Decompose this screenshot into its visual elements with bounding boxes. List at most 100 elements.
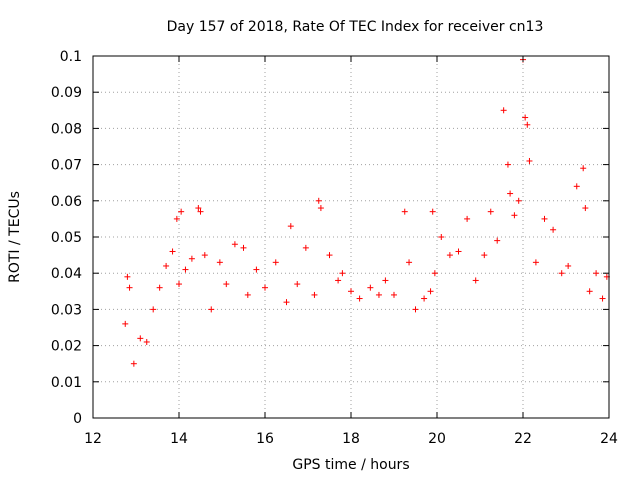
x-tick-label: 16 (256, 431, 274, 447)
data-point (130, 360, 137, 367)
data-point (272, 259, 279, 266)
data-point (122, 320, 129, 327)
data-point (507, 190, 514, 197)
data-point (137, 335, 144, 342)
data-point (582, 205, 589, 212)
data-point (455, 248, 462, 255)
data-point (522, 114, 529, 121)
data-point (311, 291, 318, 298)
data-point (421, 295, 428, 302)
y-tick-label: 0.03 (51, 302, 82, 318)
data-point (427, 288, 434, 295)
data-point (124, 273, 131, 280)
data-point (240, 244, 247, 251)
data-point (169, 248, 176, 255)
y-tick-label: 0.04 (51, 266, 82, 282)
x-axis-label: GPS time / hours (292, 457, 409, 473)
data-point (429, 208, 436, 215)
data-point (302, 244, 309, 251)
data-point (494, 237, 501, 244)
data-point (216, 259, 223, 266)
y-axis: 0 0.01 0.02 0.03 0.04 0.05 0.06 0.07 0.08 0.09 0.1 (51, 49, 609, 427)
data-point (573, 183, 580, 190)
data-point (464, 215, 471, 222)
data-point (231, 241, 238, 248)
data-point (283, 299, 290, 306)
data-point (515, 197, 522, 204)
y-tick-label: 0.1 (60, 49, 82, 65)
data-point (367, 284, 374, 291)
y-tick-label: 0.02 (51, 339, 82, 355)
grid (93, 56, 609, 418)
x-tick-label: 24 (600, 431, 618, 447)
data-point (326, 252, 333, 259)
data-point (406, 259, 413, 266)
data-point (126, 284, 133, 291)
y-tick-label: 0.09 (51, 85, 82, 101)
data-point (208, 306, 215, 313)
data-point (472, 277, 479, 284)
data-point (262, 284, 268, 291)
data-point (287, 223, 294, 230)
y-tick-label: 0.01 (51, 375, 82, 391)
data-point (511, 212, 518, 219)
x-tick-label: 12 (84, 431, 102, 447)
data-point (150, 306, 157, 313)
x-axis: 12 14 16 18 20 22 24 (84, 56, 618, 447)
data-point (599, 295, 606, 302)
data-point (163, 262, 170, 269)
data-point (143, 338, 150, 345)
data-point (253, 266, 260, 273)
data-point (541, 215, 548, 222)
data-point (481, 252, 488, 259)
data-point (586, 288, 593, 295)
data-point (173, 215, 180, 222)
data-point (156, 284, 163, 291)
data-point (431, 270, 438, 277)
x-tick-label: 22 (514, 431, 532, 447)
data-points (122, 56, 610, 367)
data-point (335, 277, 342, 284)
data-point (500, 107, 507, 114)
data-point (565, 262, 572, 269)
data-point (178, 208, 185, 215)
data-point (375, 291, 382, 298)
y-tick-label: 0.08 (51, 121, 82, 137)
data-point (348, 288, 354, 295)
data-point (201, 252, 208, 259)
data-point (524, 121, 531, 128)
x-tick-label: 18 (342, 431, 360, 447)
data-point (382, 277, 389, 284)
data-point (317, 205, 324, 212)
data-point (244, 291, 251, 298)
data-point (356, 295, 363, 302)
data-point (294, 281, 301, 288)
data-point (223, 281, 230, 288)
data-point (401, 208, 408, 215)
y-axis-label: ROTI / TECUs (7, 191, 23, 283)
data-point (412, 306, 419, 313)
data-point (504, 161, 511, 168)
y-tick-label: 0.06 (51, 194, 82, 210)
data-point (532, 259, 539, 266)
chart-title: Day 157 of 2018, Rate Of TEC Index for r… (167, 19, 544, 35)
data-point (176, 281, 182, 288)
data-point (580, 165, 587, 172)
data-point (550, 226, 557, 233)
x-tick-label: 14 (170, 431, 188, 447)
data-point (188, 255, 195, 262)
data-point (558, 270, 565, 277)
data-point (593, 270, 600, 277)
x-tick-label: 20 (428, 431, 446, 447)
y-tick-label: 0.07 (51, 158, 82, 174)
y-tick-label: 0 (73, 411, 82, 427)
data-point (339, 270, 346, 277)
data-point (197, 208, 204, 215)
data-point (391, 291, 397, 298)
data-point (315, 197, 322, 204)
data-point (438, 234, 445, 240)
data-point (182, 266, 189, 273)
data-point (195, 205, 202, 212)
y-tick-label: 0.05 (51, 230, 82, 246)
